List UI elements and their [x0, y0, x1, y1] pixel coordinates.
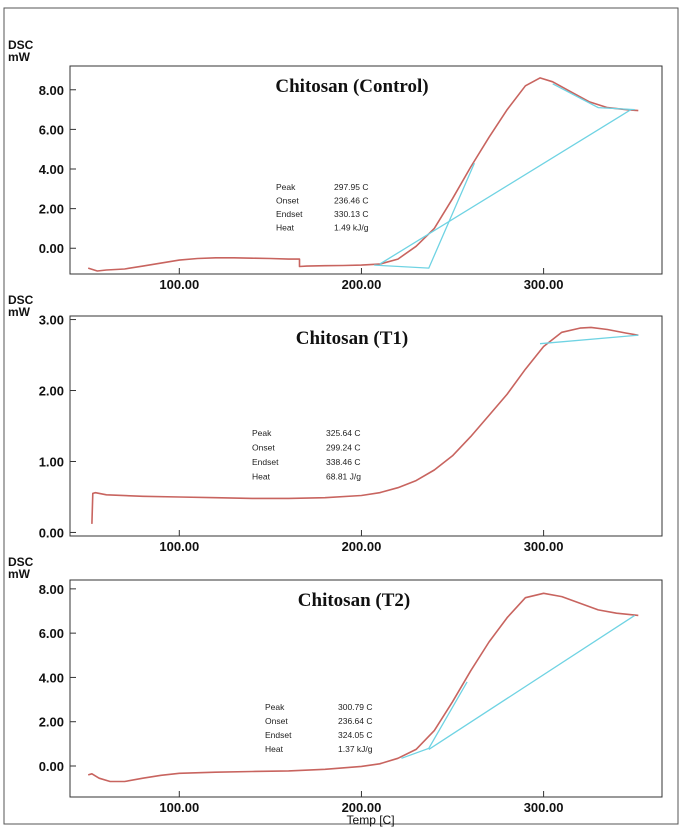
annotation-key: Endset: [276, 209, 303, 219]
y-tick-label: 2.00: [39, 202, 64, 217]
annotation-value: 299.24 C: [326, 443, 361, 453]
series-baseline: [539, 334, 639, 345]
y-axis-label: DSC: [8, 293, 34, 307]
annotation-key: Heat: [276, 223, 295, 233]
annotation-key: Onset: [265, 716, 288, 726]
y-tick-label: 4.00: [39, 670, 64, 685]
series-baseline: [428, 614, 636, 750]
y-tick-label: 2.00: [39, 715, 64, 730]
y-tick-label: 0.00: [39, 525, 64, 540]
annotation-key: Heat: [265, 744, 284, 754]
annotation-value: 324.05 C: [338, 730, 373, 740]
y-tick-label: 0.00: [39, 241, 64, 256]
figure-frame: [3, 7, 679, 825]
annotation-value: 1.49 kJ/g: [334, 223, 369, 233]
annotation-key: Endset: [265, 730, 292, 740]
annotation-value: 300.79 C: [338, 702, 373, 712]
annotation-value: 297.95 C: [334, 182, 369, 192]
y-tick-label: 3.00: [39, 313, 64, 328]
x-tick-label: 100.00: [159, 277, 199, 292]
series-curve: [87, 77, 639, 272]
chart-title: Chitosan (T2): [298, 590, 410, 611]
annotation-value: 338.46 C: [326, 457, 361, 467]
x-tick-label: 200.00: [342, 539, 382, 554]
plot-area: [69, 65, 663, 275]
x-axis-title: Temp [C]: [347, 813, 395, 827]
annotation-value: 236.64 C: [338, 716, 373, 726]
y-tick-label: 2.00: [39, 384, 64, 399]
y-axis-label: DSC: [8, 38, 34, 52]
y-tick-label: 1.00: [39, 454, 64, 469]
annotation-value: 1.37 kJ/g: [338, 744, 373, 754]
annotation-value: 68.81 J/g: [326, 472, 361, 482]
y-axis-unit: mW: [8, 305, 31, 319]
annotation-key: Endset: [252, 457, 279, 467]
y-tick-label: 0.00: [39, 759, 64, 774]
x-tick-label: 300.00: [524, 800, 564, 815]
series-peak-baseline: [552, 83, 635, 111]
x-tick-label: 300.00: [524, 277, 564, 292]
y-axis-label: DSC: [8, 555, 34, 569]
y-tick-label: 6.00: [39, 626, 64, 641]
annotation-value: 330.13 C: [334, 209, 369, 219]
y-tick-label: 4.00: [39, 162, 64, 177]
plot-area: [69, 315, 663, 537]
annotation-key: Peak: [276, 182, 296, 192]
annotation-value: 236.46 C: [334, 196, 369, 206]
x-tick-label: 100.00: [159, 800, 199, 815]
series-curve: [91, 326, 639, 524]
y-axis-unit: mW: [8, 50, 31, 64]
annotation-key: Peak: [252, 428, 272, 438]
annotation-value: 325.64 C: [326, 428, 361, 438]
series-curve: [87, 592, 639, 783]
y-tick-label: 8.00: [39, 83, 64, 98]
annotation-key: Peak: [265, 702, 285, 712]
chart-title: Chitosan (T1): [296, 328, 408, 349]
plot-area: [69, 579, 663, 798]
annotation-key: Onset: [252, 443, 275, 453]
chart-title: Chitosan (Control): [275, 76, 428, 97]
y-tick-label: 6.00: [39, 122, 64, 137]
series-tangent: [374, 162, 475, 269]
annotation-key: Heat: [252, 472, 271, 482]
x-tick-label: 200.00: [342, 277, 382, 292]
series-baseline: [379, 109, 632, 265]
x-tick-label: 100.00: [159, 539, 199, 554]
y-axis-unit: mW: [8, 567, 31, 581]
annotation-key: Onset: [276, 196, 299, 206]
x-tick-label: 200.00: [342, 800, 382, 815]
series-tangent: [401, 681, 468, 759]
y-tick-label: 8.00: [39, 582, 64, 597]
x-tick-label: 300.00: [524, 539, 564, 554]
